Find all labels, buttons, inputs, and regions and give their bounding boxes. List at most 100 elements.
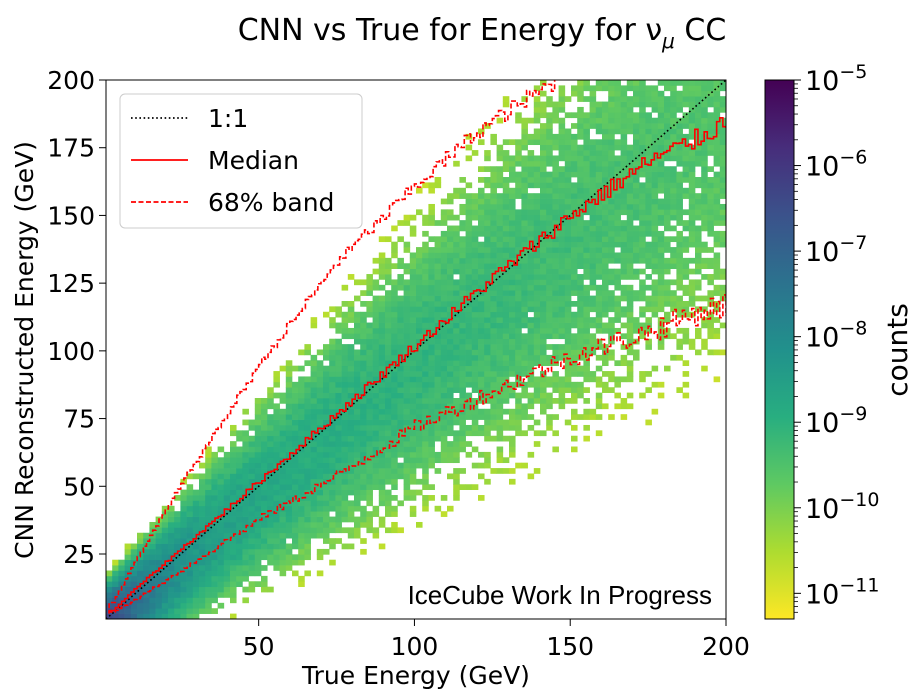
heatmap-cell <box>310 473 318 480</box>
heatmap-cell <box>354 403 361 410</box>
heatmap-cell <box>422 500 429 507</box>
heatmap-cell <box>323 538 330 544</box>
heatmap-cell <box>558 376 566 383</box>
x-axis-label: True Energy (GeV) <box>301 661 530 690</box>
heatmap-cell <box>434 311 442 318</box>
heatmap-cell <box>521 230 528 237</box>
heatmap-cell <box>261 424 268 431</box>
heatmap-cell <box>521 171 528 178</box>
heatmap-cell <box>701 306 708 313</box>
heatmap-cell <box>267 538 274 544</box>
heatmap-cell <box>620 268 628 275</box>
heatmap-cell <box>329 495 336 501</box>
heatmap-cell <box>180 613 187 619</box>
heatmap-cell <box>707 133 714 140</box>
heatmap-cell <box>515 187 522 194</box>
heatmap-cell <box>707 182 714 189</box>
heatmap-cell <box>540 225 547 232</box>
heatmap-cell <box>180 511 187 517</box>
heatmap-cell <box>409 408 417 415</box>
heatmap-cell <box>509 300 516 307</box>
heatmap-cell <box>546 133 553 140</box>
heatmap-cell <box>670 306 677 313</box>
heatmap-cell <box>217 581 225 588</box>
heatmap-cell <box>279 365 287 372</box>
heatmap-cell <box>279 435 287 442</box>
heatmap-cell <box>496 247 504 253</box>
heatmap-cell <box>205 592 212 598</box>
heatmap-cell <box>496 338 504 345</box>
heatmap-cell <box>496 311 504 318</box>
heatmap-cell <box>453 430 460 437</box>
heatmap-cell <box>645 139 652 146</box>
heatmap-cell <box>577 166 584 172</box>
heatmap-cell <box>180 570 187 577</box>
heatmap-cell <box>205 608 212 614</box>
heatmap-cell <box>589 182 597 189</box>
heatmap-cell <box>540 209 547 216</box>
heatmap-cell <box>329 398 336 404</box>
heatmap-cell <box>602 166 609 172</box>
heatmap-cell <box>403 349 411 356</box>
heatmap-cell <box>230 424 237 431</box>
heatmap-cell <box>192 543 200 550</box>
heatmap-cell <box>149 575 156 582</box>
heatmap-cell <box>682 290 690 296</box>
heatmap-cell <box>447 349 454 356</box>
heatmap-cell <box>447 354 454 361</box>
heatmap-cell <box>676 344 683 350</box>
heatmap-cell <box>651 144 659 151</box>
heatmap-cell <box>540 160 547 167</box>
heatmap-cell <box>502 230 510 237</box>
heatmap-cell <box>676 230 683 237</box>
heatmap-cell <box>385 398 392 404</box>
heatmap-cell <box>676 160 683 167</box>
heatmap-cell <box>205 565 212 571</box>
heatmap-cell <box>602 360 609 367</box>
heatmap-cell <box>521 139 528 146</box>
heatmap-cell <box>292 392 299 399</box>
heatmap-cell <box>360 344 367 350</box>
heatmap-cell <box>583 257 590 264</box>
heatmap-cell <box>211 581 218 588</box>
heatmap-cell <box>254 435 262 442</box>
heatmap-cell <box>707 220 714 226</box>
heatmap-cell <box>304 478 311 485</box>
heatmap-cell <box>614 306 621 313</box>
heatmap-cell <box>385 354 392 361</box>
heatmap-cell <box>608 247 615 253</box>
heatmap-cell <box>192 521 200 528</box>
heatmap-cell <box>335 354 342 361</box>
heatmap-cell <box>366 306 373 313</box>
x-axis: 50 100 150 200 <box>243 619 750 661</box>
heatmap-cell <box>620 101 628 108</box>
heatmap-cell <box>527 252 535 259</box>
heatmap-cell <box>521 268 528 275</box>
heatmap-cell <box>298 349 305 356</box>
heatmap-cell <box>186 586 194 593</box>
heatmap-cell <box>298 392 305 399</box>
heatmap-cell <box>316 570 324 577</box>
heatmap-cell <box>211 478 218 485</box>
heatmap-cell <box>571 290 578 296</box>
heatmap-cell <box>385 441 392 447</box>
heatmap-cell <box>527 279 535 286</box>
heatmap-cell <box>521 306 528 313</box>
heatmap-cell <box>465 430 473 437</box>
heatmap-cell <box>360 365 367 372</box>
heatmap-cell <box>527 306 535 313</box>
heatmap-cell <box>701 198 708 205</box>
heatmap-cell <box>540 123 547 129</box>
heatmap-cell <box>149 559 156 566</box>
heatmap-cell <box>546 263 553 269</box>
heatmap-cell <box>571 182 578 189</box>
heatmap-cell <box>440 290 448 296</box>
heatmap-cell <box>360 495 367 501</box>
heatmap-cell <box>602 123 609 129</box>
heatmap-cell <box>626 252 634 259</box>
heatmap-cell <box>459 484 466 490</box>
heatmap-cell <box>571 311 578 318</box>
heatmap-cell <box>527 398 535 404</box>
heatmap-cell <box>595 306 603 313</box>
heatmap-cell <box>149 608 156 614</box>
